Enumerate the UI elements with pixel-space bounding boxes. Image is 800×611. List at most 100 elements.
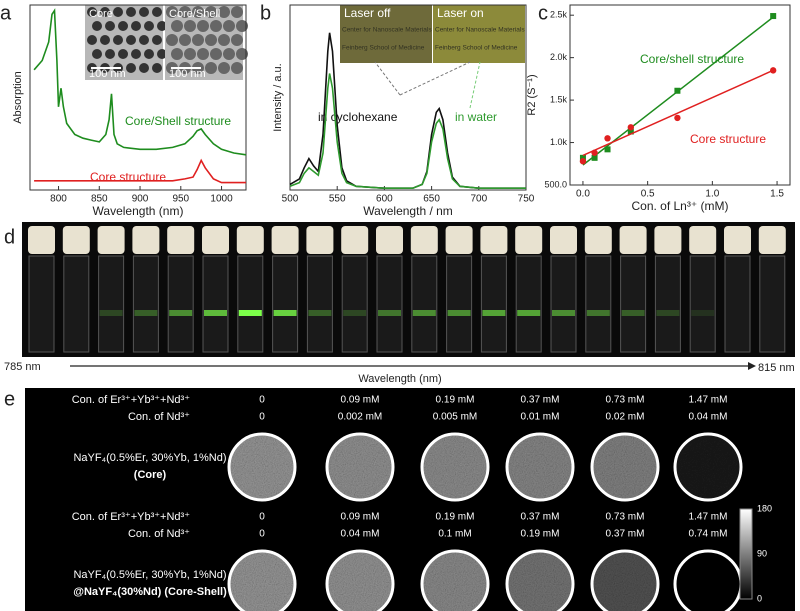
nanoparticle <box>126 7 136 17</box>
y-axis-label: R2 (S⁻¹) <box>526 74 538 115</box>
nanoparticle <box>139 7 149 17</box>
sample-ring <box>227 432 297 502</box>
y-tick-label: 2.5k <box>550 10 568 20</box>
nanoparticle <box>231 62 243 74</box>
vial-cap <box>341 226 369 254</box>
nanoparticle <box>118 21 128 31</box>
vial-cap <box>584 226 612 254</box>
nanoparticle <box>184 20 196 32</box>
conc: 0.09 mM <box>341 512 380 523</box>
vial-cap <box>758 226 786 254</box>
range-start: 785 nm <box>4 361 41 373</box>
nanoparticle <box>105 21 115 31</box>
conc: 0.73 mM <box>606 395 645 406</box>
x-tick-label: 600 <box>376 194 393 205</box>
mri-table: Con. of Er³⁺+Yb³⁺+Nd³⁺ Con. of Nd³⁺ NaYF₄(… <box>72 394 772 611</box>
y-tick-label: 2.0k <box>550 52 568 62</box>
nanoparticle <box>152 63 162 73</box>
vial-cap <box>689 226 717 254</box>
nanoparticle <box>87 35 97 45</box>
sample-ring <box>505 549 575 611</box>
nanoparticle <box>179 34 191 46</box>
nanoparticle <box>236 48 248 60</box>
scale-label: 100 nm <box>169 68 206 80</box>
nanoparticle <box>139 63 149 73</box>
mri-sample <box>327 551 393 611</box>
sample-ring <box>325 432 395 502</box>
vial-glow <box>552 310 575 316</box>
mri-sample <box>422 434 488 500</box>
inset-label: Core <box>89 8 113 20</box>
conc: 0.01 mM <box>521 412 560 423</box>
point <box>604 135 611 142</box>
pointer <box>374 61 471 96</box>
photo-text: Feinberg School of Medicine <box>435 45 518 52</box>
nanoparticle <box>231 6 243 18</box>
panel-label: e <box>4 388 15 410</box>
point <box>627 124 635 131</box>
vial-glow <box>482 310 506 316</box>
series-label: Core structure <box>90 170 166 184</box>
vial-cap <box>28 226 55 254</box>
series-label: in water <box>455 110 497 124</box>
nanoparticle <box>113 35 123 45</box>
x-tick-label: 1.5 <box>770 189 784 200</box>
x-axis-label: Con. of Ln³⁺ (mM) <box>631 199 728 213</box>
pointer <box>469 61 481 109</box>
nanoparticle <box>205 62 217 74</box>
x-tick-label: 1.0 <box>705 189 719 200</box>
vial-cap <box>445 226 473 254</box>
inset-label: Core/Shell <box>169 8 220 20</box>
point <box>770 13 777 20</box>
vial-cap <box>236 226 264 254</box>
vial-body <box>585 255 612 353</box>
range-end: 815 nm <box>758 362 795 374</box>
mri-sample <box>675 434 741 500</box>
x-tick-label: 0.5 <box>641 189 655 200</box>
photo-text: Center for Nanoscale Materials <box>435 27 525 34</box>
vial-body <box>376 255 403 353</box>
vial-cap <box>62 226 90 254</box>
nanoparticle <box>87 7 97 17</box>
panel-label: b <box>260 2 271 24</box>
x-tick-label: 950 <box>172 194 189 205</box>
nanoparticle <box>205 34 217 46</box>
vial-body <box>132 255 159 353</box>
sample-ring <box>590 549 660 611</box>
sample-label: NaYF₄(0.5%Er, 30%Yb, 1%Nd) <box>73 452 226 464</box>
vial-body <box>306 255 333 353</box>
nanoparticle <box>205 6 217 18</box>
vial-body <box>515 255 542 353</box>
conc: 0.37 mM <box>606 529 645 540</box>
vial-body <box>167 255 194 353</box>
conc: 0.74 mM <box>689 529 728 540</box>
nanoparticle <box>92 49 102 59</box>
mri-sample <box>507 434 573 500</box>
nanoparticle <box>152 7 162 17</box>
vial-body <box>689 255 716 353</box>
conc: 0 <box>259 395 265 406</box>
panel-label: c <box>538 2 548 24</box>
inset-label: Laser on <box>437 6 484 20</box>
mri-sample <box>507 551 573 611</box>
vial-glow <box>238 310 262 316</box>
scale-label: 100 nm <box>89 68 126 80</box>
spectrum-line <box>34 158 246 184</box>
nanoparticle <box>210 48 222 60</box>
nanoparticle <box>192 34 204 46</box>
sample-label: NaYF₄(0.5%Er, 30%Yb, 1%Nd) <box>73 569 226 581</box>
sample-label: @NaYF₄(30%Nd) (Core-Shell) <box>73 586 227 598</box>
vial-cap <box>167 226 195 254</box>
conc: 0.002 mM <box>338 412 382 423</box>
x-tick-label: 1000 <box>210 194 233 205</box>
mri-sample <box>229 434 295 500</box>
series-label: Core structure <box>690 132 766 146</box>
sample-ring <box>227 549 297 611</box>
conc: 0.37 mM <box>521 512 560 523</box>
mri-sample <box>592 551 658 611</box>
y-axis-label: Absorption <box>12 71 24 124</box>
vial-glow <box>517 310 541 316</box>
sample-ring <box>420 432 490 502</box>
nanoparticle <box>131 21 141 31</box>
